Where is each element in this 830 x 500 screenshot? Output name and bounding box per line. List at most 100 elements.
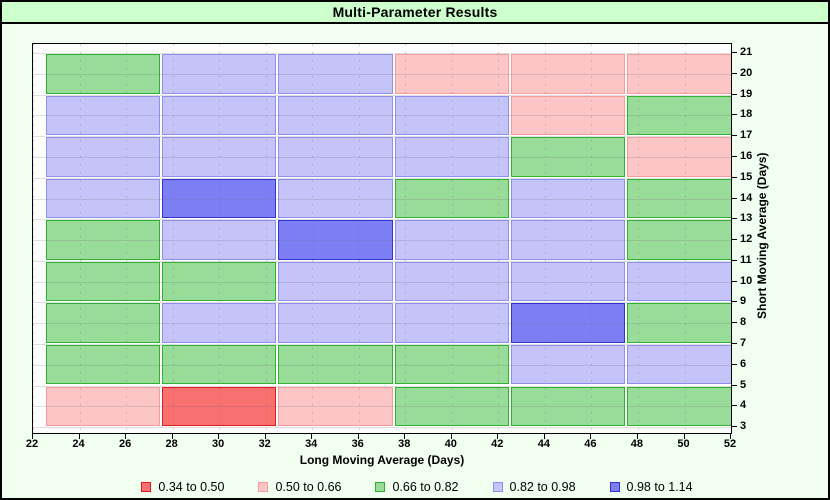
y-axis-title: Short Moving Average (Days) [755,152,769,319]
y-axis-tick [732,426,737,427]
y-axis-tick-label: 21 [740,46,753,58]
y-axis-tick-label: 13 [740,212,753,225]
y-axis-tick-label: 5 [740,378,747,391]
heatmap-cell [511,178,626,219]
x-axis-tick-label: 52 [723,438,737,450]
x-axis-tick-label: 44 [537,438,551,450]
x-axis-tick [590,434,592,439]
h-gridline [33,302,731,304]
y-axis-tick-label: 14 [740,191,753,204]
heatmap-cell [278,344,393,385]
heatmap-cell [394,137,509,177]
v-gridline [33,44,34,433]
heatmap-cell [511,261,626,302]
x-axis-tick-label: 24 [72,438,85,450]
heatmap-cell [45,178,160,219]
heatmap-cell [394,178,509,219]
h-gridline [33,343,731,345]
y-axis-tick-label: 7 [740,336,747,349]
y-axis-tick-label: 4 [740,399,747,412]
heatmap-cell [278,220,393,260]
heatmap-cell [394,220,509,260]
heatmap-cell [511,137,626,177]
y-axis-tick [732,72,737,74]
heatmap-cell [45,54,160,94]
y-axis-tick [732,135,737,137]
legend-label: 0.50 to 0.66 [275,480,342,494]
title-bar: Multi-Parameter Results [2,2,828,24]
heatmap-cell [511,386,626,427]
heatmap-cell [627,95,731,136]
heatmap-cell [394,344,509,385]
heatmap-cell [394,303,509,343]
h-gridline [33,323,731,325]
h-gridline [33,177,731,179]
heatmap-cell [627,54,731,94]
v-gridline [405,44,407,433]
x-axis-tick-label: 32 [258,438,271,450]
h-gridline [33,198,731,200]
h-gridline [33,260,731,262]
y-axis-tick [732,342,737,344]
x-axis-tick [450,434,452,439]
h-gridline [33,364,731,366]
x-axis-tick [404,434,406,439]
heatmap-cell [45,95,160,136]
h-gridline [33,53,731,54]
heatmap-cell [278,137,393,177]
legend-item: 0.98 to 1.14 [609,480,693,494]
heatmap-cell [627,386,731,427]
heatmap-cell [278,386,393,427]
h-gridline [33,385,731,387]
v-gridline [498,44,500,433]
x-axis-tick [311,434,313,439]
legend-label: 0.34 to 0.50 [158,480,225,494]
x-axis-tick-label: 28 [165,438,178,450]
v-gridline [219,44,221,433]
legend-swatch-icon [375,482,386,492]
heatmap-cell [45,137,160,177]
y-axis-tick [732,384,737,386]
y-axis-tick-label: 11 [740,253,752,266]
x-axis-tick [32,434,33,439]
legend-item: 0.82 to 0.98 [492,480,576,494]
y-axis-tick [732,52,737,53]
x-axis-tick-label: 42 [491,438,504,450]
x-axis-tick-label: 36 [351,438,364,450]
legend-item: 0.66 to 0.82 [375,480,459,494]
y-axis-tick [732,405,737,407]
heatmap-cell [162,261,277,302]
x-axis-tick-label: 48 [630,438,644,450]
x-axis-tick [636,434,638,439]
y-axis-tick [732,93,737,95]
legend-item: 0.34 to 0.50 [141,480,224,494]
v-gridline [451,44,453,433]
x-axis-tick [543,434,545,439]
y-axis-tick [732,322,737,324]
v-gridline [684,44,686,433]
v-gridline [637,44,639,433]
x-axis-tick [730,434,731,439]
v-gridline [358,44,360,433]
y-axis-tick [732,114,737,116]
h-gridline [33,94,731,96]
heatmap-cell [162,303,277,343]
y-axis-tick [732,218,737,220]
h-gridline [33,73,731,75]
x-axis-tick [683,434,685,439]
y-axis-tick-label: 16 [740,149,753,162]
x-axis-tick-label: 50 [677,438,690,450]
legend-swatch-icon [141,482,152,492]
y-axis-tick-label: 3 [740,420,747,432]
v-gridline [591,44,593,433]
x-axis-tick [171,434,173,439]
heatmap-cell [162,54,277,94]
heatmap-cell [278,95,393,136]
y-axis-tick-label: 10 [740,274,753,287]
y-axis-tick [732,363,737,365]
legend: 0.34 to 0.50 0.50 to 0.66 0.66 to 0.82 0.82… [2,479,828,495]
heatmap-cell [511,220,626,260]
h-gridline [33,115,731,117]
h-gridline [33,427,731,428]
heatmap-cell [278,54,393,94]
